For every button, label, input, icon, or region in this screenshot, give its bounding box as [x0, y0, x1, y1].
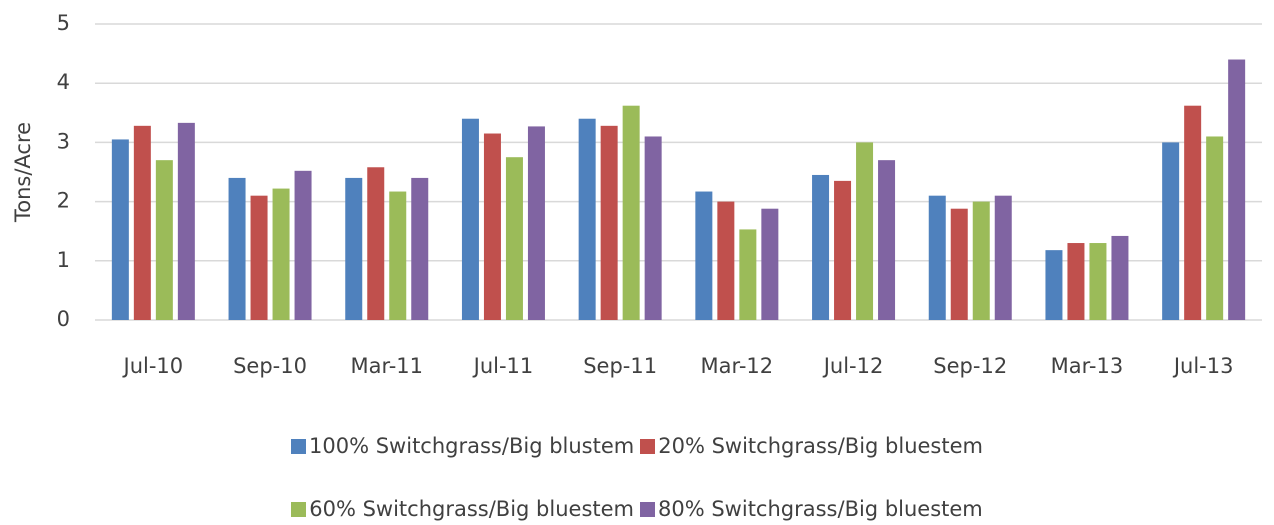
x-tick-label: Mar-12: [701, 354, 774, 378]
legend-swatch: [640, 501, 655, 517]
y-tick-label: 4: [57, 70, 70, 94]
y-tick-label: 1: [57, 248, 70, 272]
bar: [389, 191, 407, 320]
x-tick-label: Sep-11: [583, 354, 657, 378]
bar: [994, 195, 1012, 320]
legend-swatch: [291, 438, 307, 454]
bar: [505, 157, 523, 320]
legend-swatch: [291, 501, 307, 517]
x-tick-label: Jul-13: [1172, 354, 1234, 378]
legend-label: 100% Switchgrass/Big blustem: [309, 434, 635, 458]
bar: [622, 105, 640, 320]
bar: [644, 136, 662, 320]
bar: [1162, 142, 1180, 320]
bar: [856, 142, 874, 320]
bar: [1206, 136, 1224, 320]
bar: [1184, 105, 1202, 320]
y-tick-label: 0: [57, 307, 70, 331]
bar: [1045, 250, 1063, 320]
bar: [228, 177, 246, 320]
bar: [1228, 59, 1246, 321]
bar: [972, 201, 990, 320]
bar: [950, 208, 968, 320]
bar: [812, 174, 830, 320]
bar: [483, 133, 501, 320]
bar: [177, 122, 195, 320]
y-tick-label: 3: [57, 129, 70, 153]
bar: [155, 160, 173, 320]
y-tick-label: 5: [57, 11, 70, 35]
bar: [294, 170, 312, 320]
legend-label: 80% Switchgrass/Big bluestem: [658, 497, 983, 521]
legend-label: 20% Switchgrass/Big bluestem: [658, 434, 983, 458]
bar: [1089, 243, 1107, 320]
bar: [578, 118, 596, 320]
bar: [527, 126, 545, 320]
x-tick-label: Mar-13: [1051, 354, 1124, 378]
bar: [367, 167, 385, 320]
x-tick-label: Sep-12: [933, 354, 1007, 378]
bar: [345, 177, 363, 320]
legend-row: 100% Switchgrass/Big blustem 20% Switchgr…: [0, 434, 1274, 458]
bar: [717, 201, 735, 320]
bar: [272, 188, 290, 320]
bar: [739, 229, 757, 320]
y-tick-label: 2: [57, 189, 70, 213]
x-tick-label: Jul-11: [472, 354, 534, 378]
bar: [695, 191, 713, 320]
legend-item: 60% Switchgrass/Big bluestem: [291, 497, 634, 521]
legend-row: 60% Switchgrass/Big bluestem 80% Switchgr…: [0, 497, 1274, 521]
legend-swatch: [640, 438, 656, 454]
legend-label: 60% Switchgrass/Big bluestem: [309, 497, 634, 521]
bar: [250, 195, 268, 320]
x-tick-label: Sep-10: [233, 354, 307, 378]
legend-item: 20% Switchgrass/Big bluestem: [640, 434, 983, 458]
x-tick-label: Jul-10: [122, 354, 184, 378]
bar: [111, 139, 129, 320]
bar: [761, 208, 779, 320]
legend-item: 100% Switchgrass/Big blustem: [291, 434, 634, 458]
bar: [600, 125, 618, 320]
x-tick-label: Mar-11: [350, 354, 423, 378]
chart: Tons/Acre 0 1 2 3 4 5 Jul-10 Sep-10 Mar-11 Jul-11…: [11, 11, 1262, 378]
bar: [928, 195, 946, 320]
bar: [411, 177, 429, 320]
bar: [834, 180, 852, 320]
y-axis-title: Tons/Acre: [11, 122, 35, 223]
bar: [1111, 235, 1129, 320]
bar: [1067, 243, 1085, 320]
bar: [133, 125, 151, 320]
x-tick-label: Jul-12: [822, 354, 884, 378]
legend-item: 80% Switchgrass/Big bluestem: [640, 497, 983, 521]
bar: [461, 118, 479, 320]
bar: [878, 160, 896, 320]
